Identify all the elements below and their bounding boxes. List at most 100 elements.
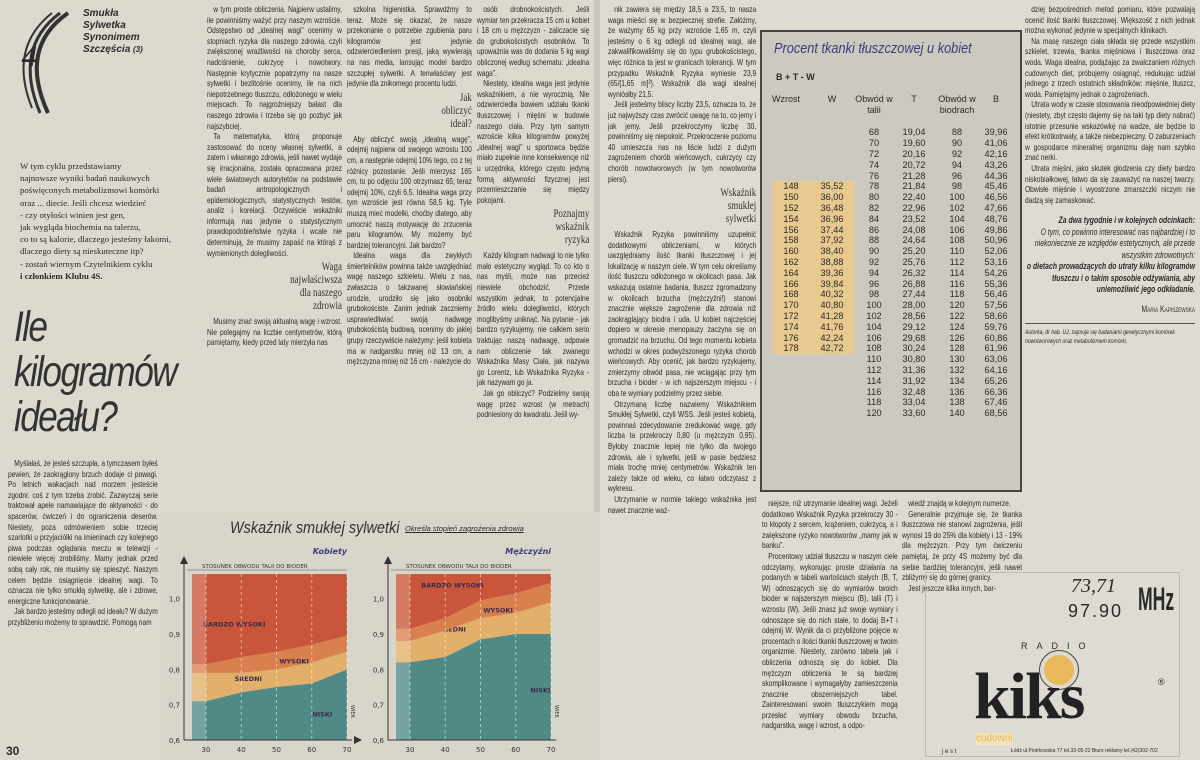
table-cell: 66,36 <box>984 386 1008 397</box>
band-niski <box>192 669 347 740</box>
intro-line: co to są kalorie, dlaczego jesteśmy łako… <box>20 234 171 245</box>
x-tick-label: 70 <box>343 746 352 754</box>
col-header: T <box>911 94 917 104</box>
table-cell: 94 <box>868 267 880 278</box>
table-cell: 126 <box>949 332 965 343</box>
table-row: 176 42,24 106 29,68 126 60,86 <box>772 332 1012 343</box>
table-cell: 38,88 <box>810 256 854 268</box>
y-tick-label: 0,6 <box>373 737 385 745</box>
y-tick-label: 0,9 <box>373 631 384 639</box>
table-cell: 90 <box>951 138 963 149</box>
table-cell: 23,52 <box>902 213 926 224</box>
table-cell: 54,26 <box>984 267 1008 278</box>
table-cell <box>772 138 810 149</box>
chart-panel: Wskaźnik smukłej sylwetki Określa stopie… <box>160 512 600 760</box>
band-label: WYSOKI <box>483 606 513 614</box>
panel-title: Mężczyźni <box>505 547 551 556</box>
table-cell <box>772 159 810 170</box>
title-line: kilogramów <box>14 348 178 396</box>
paragraph: Jest jeszcze kilka innych, bar- <box>908 582 996 593</box>
table-cell: 112 <box>949 256 965 267</box>
series-logo: 4 Smukła Sylwetka Synonimem Szczęścia (3… <box>8 0 193 115</box>
table-cell: 19,60 <box>902 138 926 149</box>
logo-word: Szczęścia <box>83 44 131 55</box>
subheading-line: Wskaźnik <box>720 187 757 200</box>
x-tick-label: 30 <box>406 746 415 754</box>
subheading-line: Jak <box>459 91 472 104</box>
table-cell: 63,06 <box>984 354 1008 365</box>
paragraph: Na masę naszego ciała składa się przede … <box>1025 35 1196 99</box>
table-cell <box>810 397 854 408</box>
table-cell: 108 <box>949 235 965 246</box>
table-cell: 58,66 <box>984 310 1008 321</box>
table-cell <box>772 170 810 181</box>
table-cell: 24,08 <box>902 224 926 235</box>
table-cell: 37,92 <box>810 234 854 246</box>
table-cell: 172 <box>772 310 810 322</box>
subheading-line: ryzyka <box>564 234 590 247</box>
paragraph: Utrata wody w czasie stosowania nieodpow… <box>1025 99 1196 163</box>
table-cell: 166 <box>772 278 810 289</box>
table-cell: 96 <box>951 170 963 181</box>
table-row: 76 21,28 96 44,36 <box>772 170 1012 181</box>
band-label: WYSOKI <box>279 658 309 666</box>
paragraph: Jak go obliczyć? Podzielmy swoją wagę pr… <box>477 388 590 420</box>
subheading-line: wskaźnik <box>555 221 590 234</box>
paragraph: Każdy kilogram nadwagi to nie tylko mało… <box>477 250 590 388</box>
table-cell <box>810 354 854 365</box>
ad-slogan: cudowni <box>976 733 1013 745</box>
band-średni <box>396 602 551 663</box>
table-cell: 33,04 <box>902 397 926 408</box>
table-row: 116 32,48 136 66,36 <box>772 386 1012 397</box>
table-cell: 92 <box>868 256 880 267</box>
table-cell: 59,76 <box>984 321 1008 332</box>
table-cell <box>810 386 854 397</box>
chart-subtitle: Określa stopień zagrożenia zdrowia <box>405 524 524 533</box>
table-cell: 120 <box>866 408 882 419</box>
table-cell: 150 <box>772 191 810 203</box>
table-row: 178 42,72 108 30,24 128 61,96 <box>772 342 1012 354</box>
table-cell: 20,72 <box>902 159 926 170</box>
table-cell: 80 <box>868 192 880 203</box>
table-row: 158 37,92 88 24,64 108 50,96 <box>772 234 1012 246</box>
table-row: 166 39,84 96 26,88 116 55,36 <box>772 278 1012 289</box>
column-3: wiedź znajdą w kolejnym numerze. General… <box>902 498 1022 593</box>
table-cell <box>772 397 810 408</box>
table-cell: 33,60 <box>902 408 926 419</box>
table-cell: 106 <box>949 224 965 235</box>
table-cell: 104 <box>949 213 965 224</box>
y-tick-label: 0,7 <box>373 702 384 710</box>
table-cell: 40,80 <box>810 299 854 311</box>
table-row: 148 35,52 78 21,84 98 45,46 <box>772 180 1012 192</box>
x-axis-label: WIEK <box>349 705 355 719</box>
table-cell <box>772 408 810 419</box>
col-header: Obwód w talii <box>855 94 893 115</box>
table-cell: 116 <box>949 278 965 289</box>
table-cell: 168 <box>772 288 810 300</box>
table-cell: 76 <box>868 170 880 181</box>
column-3: szkolna higienistka. Sprawdźmy to teraz.… <box>347 4 472 367</box>
table-cell: 55,36 <box>984 278 1008 289</box>
table-cell: 20,16 <box>902 148 926 159</box>
paragraph: Wskaźnik Ryzyka powinniśmy uzupełnić dod… <box>608 229 757 398</box>
table-cell: 88 <box>951 127 963 138</box>
subheading-line: Waga <box>321 261 342 274</box>
x-tick-label: 50 <box>476 746 485 754</box>
panel-title: Kobiety <box>313 547 348 556</box>
paragraph: Utrata mięśni, jako skutek głodzenia czy… <box>1025 162 1196 205</box>
subheading-wskaznik: Wskaźnik smukłej sylwetki <box>608 187 756 226</box>
table-cell: 41,76 <box>810 321 854 333</box>
table-cell: 124 <box>949 321 965 332</box>
table-cell: 112 <box>866 364 882 375</box>
table-cell: 94 <box>951 159 963 170</box>
table-row: 162 38,88 92 25,76 112 53,16 <box>772 256 1012 268</box>
series-number: 4 <box>22 40 37 73</box>
table-cell: 72 <box>868 148 880 159</box>
intro-line: oraz ... diecie. Jeśli chcesz wiedzieć <box>20 197 147 208</box>
y-tick-label: 1,0 <box>373 596 384 604</box>
table-cell: 74 <box>868 159 880 170</box>
table-cell: 170 <box>772 299 810 311</box>
paragraph: Aby obliczyć swoją „idealną wagę”, odejm… <box>347 133 472 250</box>
col-header: W <box>827 94 837 104</box>
table-cell: 39,84 <box>810 278 854 289</box>
